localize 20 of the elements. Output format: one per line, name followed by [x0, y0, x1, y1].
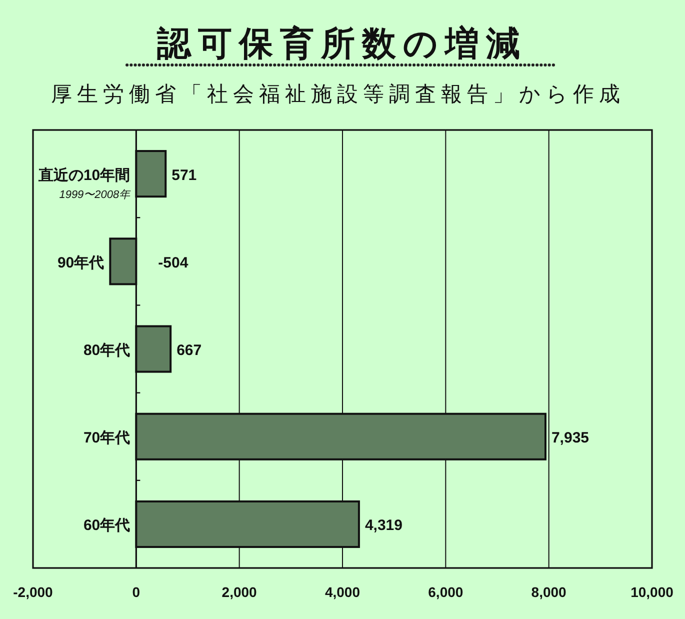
chart-subtitle: 厚生労働省「社会福祉施設等調査報告」から作成 [51, 83, 625, 106]
x-tick-label: 8,000 [531, 584, 567, 600]
data-label: 571 [172, 166, 197, 184]
y-tick-label: 80年代 [83, 342, 130, 359]
y-tick-label: 90年代 [57, 254, 104, 272]
chart-title: 認可保育所数の増減 [156, 24, 527, 63]
y-tick-label: 70年代 [83, 430, 130, 447]
x-tick-label: 0 [132, 584, 140, 600]
y-tick-label: 直近の10年間 [37, 166, 130, 184]
x-tick-label: 2,000 [222, 584, 258, 600]
x-tick-label: 10,000 [630, 584, 674, 600]
x-tick-label: -2,000 [13, 584, 54, 600]
data-label: 7,935 [551, 430, 590, 447]
data-label: -504 [158, 254, 189, 272]
x-tick-label: 6,000 [428, 584, 464, 600]
y-tick-label: 60年代 [83, 517, 130, 534]
annotation: 1999〜2008年 [59, 188, 132, 201]
data-label: 4,319 [364, 517, 402, 534]
x-tick-label: 4,000 [324, 584, 360, 600]
data-label: 667 [176, 342, 202, 359]
